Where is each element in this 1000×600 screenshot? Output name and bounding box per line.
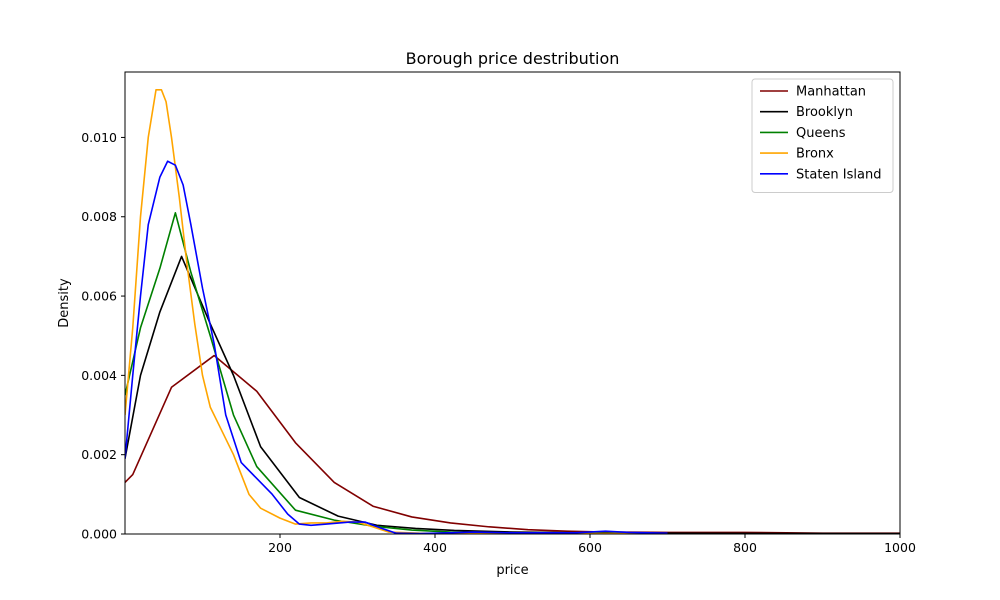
legend-label-brooklyn: Brooklyn xyxy=(796,105,853,120)
legend-label-queens: Queens xyxy=(796,126,846,141)
y-tick-label: 0.002 xyxy=(81,447,117,462)
plot-lines xyxy=(125,89,900,534)
y-tick-label: 0.006 xyxy=(81,289,117,304)
y-tick-label: 0.010 xyxy=(81,130,117,145)
legend: Manhattan Brooklyn Queens Bronx Staten Islan… xyxy=(751,78,894,193)
y-axis-title: Density xyxy=(57,278,72,328)
x-axis: 200 400 600 800 1000 xyxy=(268,534,916,555)
legend-label-bronx: Bronx xyxy=(796,147,834,162)
legend-label-staten-island: Staten Island xyxy=(796,167,881,182)
x-axis-title: price xyxy=(496,563,528,578)
y-tick-label: 0.004 xyxy=(81,368,117,383)
series-line-bronx xyxy=(125,89,668,534)
y-tick-label: 0.008 xyxy=(81,209,117,224)
x-tick-label: 400 xyxy=(423,540,447,555)
x-tick-label: 1000 xyxy=(884,540,916,555)
series-line-staten-island xyxy=(125,160,668,534)
chart-title: Borough price destribution xyxy=(406,49,620,68)
x-tick-label: 600 xyxy=(578,540,602,555)
legend-label-manhattan: Manhattan xyxy=(796,85,866,100)
y-tick-label: 0.000 xyxy=(81,527,117,542)
legend-box xyxy=(751,78,894,193)
plot-frame xyxy=(124,71,901,535)
x-tick-label: 200 xyxy=(268,540,292,555)
series-line-manhattan xyxy=(125,354,900,534)
x-tick-label: 800 xyxy=(733,540,757,555)
y-axis: 0.000 0.002 0.004 0.006 0.008 0.010 xyxy=(81,130,125,542)
